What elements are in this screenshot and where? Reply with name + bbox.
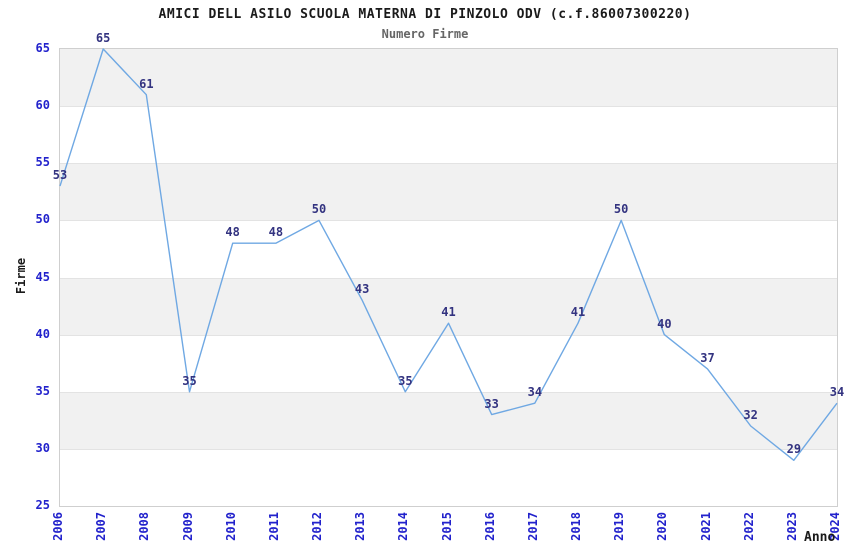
y-tick-label: 50 (35, 212, 50, 227)
gridline (60, 277, 837, 279)
grid-band (60, 49, 837, 107)
data-point-label: 53 (52, 168, 68, 183)
data-point-label: 48 (268, 225, 284, 240)
x-tick-label: 2017 (525, 512, 540, 541)
x-tick-label: 2019 (612, 512, 627, 541)
data-point-label: 43 (354, 282, 370, 297)
grid-band (60, 391, 837, 449)
y-tick-label: 30 (35, 440, 50, 455)
y-tick-label: 35 (35, 383, 50, 398)
x-tick-label: 2006 (51, 512, 65, 541)
data-point-label: 34 (829, 385, 845, 400)
x-tick-label: 2007 (94, 512, 109, 541)
data-point-label: 33 (484, 396, 499, 411)
gridline (60, 334, 837, 336)
gridline (60, 106, 837, 108)
data-point-label: 48 (225, 225, 240, 240)
x-tick-label: 2023 (784, 512, 799, 541)
data-point-label: 41 (570, 305, 586, 320)
x-tick-label: 2020 (655, 512, 670, 541)
y-tick-label: 55 (35, 155, 50, 170)
plot-area: 53 65 61 35 48 48 50 43 35 41 33 34 41 50 40 37 32 29 34 (53, 31, 844, 507)
gridline (60, 448, 837, 450)
x-tick-label: 2013 (353, 512, 368, 541)
data-point-label: 40 (657, 316, 672, 331)
x-tick-label: 2018 (569, 512, 583, 541)
x-axis-label: Anno (804, 530, 836, 545)
data-point-label: 37 (700, 350, 715, 365)
grid-band (60, 277, 837, 335)
grid-band (60, 163, 837, 221)
data-point-label: 41 (441, 305, 456, 320)
y-tick-label: 25 (35, 498, 50, 512)
y-tick-label: 40 (35, 326, 50, 341)
data-line (59, 48, 838, 461)
data-point-label: 50 (613, 202, 629, 217)
gridline (60, 220, 837, 222)
gridline (60, 163, 837, 165)
x-tick-label: 2012 (310, 512, 324, 541)
data-point-label: 32 (743, 408, 758, 423)
chart-title: AMICI DELL ASILO SCUOLA MATERNA DI PINZO… (158, 7, 692, 22)
x-tick-label: 2015 (439, 512, 454, 541)
x-tick-label: 2016 (482, 512, 497, 541)
data-point-label: 65 (95, 31, 111, 45)
x-tick-label: 2011 (266, 512, 281, 541)
data-point-label: 50 (311, 202, 327, 217)
y-tick-label: 65 (35, 41, 50, 55)
data-point-label: 35 (398, 373, 413, 388)
data-point-label: 34 (527, 385, 543, 400)
data-point-label: 35 (182, 373, 197, 388)
x-tick-label: 2022 (741, 512, 756, 541)
x-tick-label: 2021 (698, 512, 713, 541)
data-point-label: 29 (786, 442, 802, 457)
y-tick-label: 45 (35, 269, 50, 284)
y-tick-label: 60 (35, 98, 50, 113)
x-tick-label: 2014 (396, 512, 411, 541)
chart-subtitle: Numero Firme (381, 27, 469, 41)
x-tick-label: 2010 (223, 512, 238, 541)
x-tick-label: 2008 (137, 512, 152, 541)
gridline (60, 391, 837, 393)
data-point-label: 61 (139, 76, 154, 91)
x-tick-label: 2009 (180, 512, 195, 541)
